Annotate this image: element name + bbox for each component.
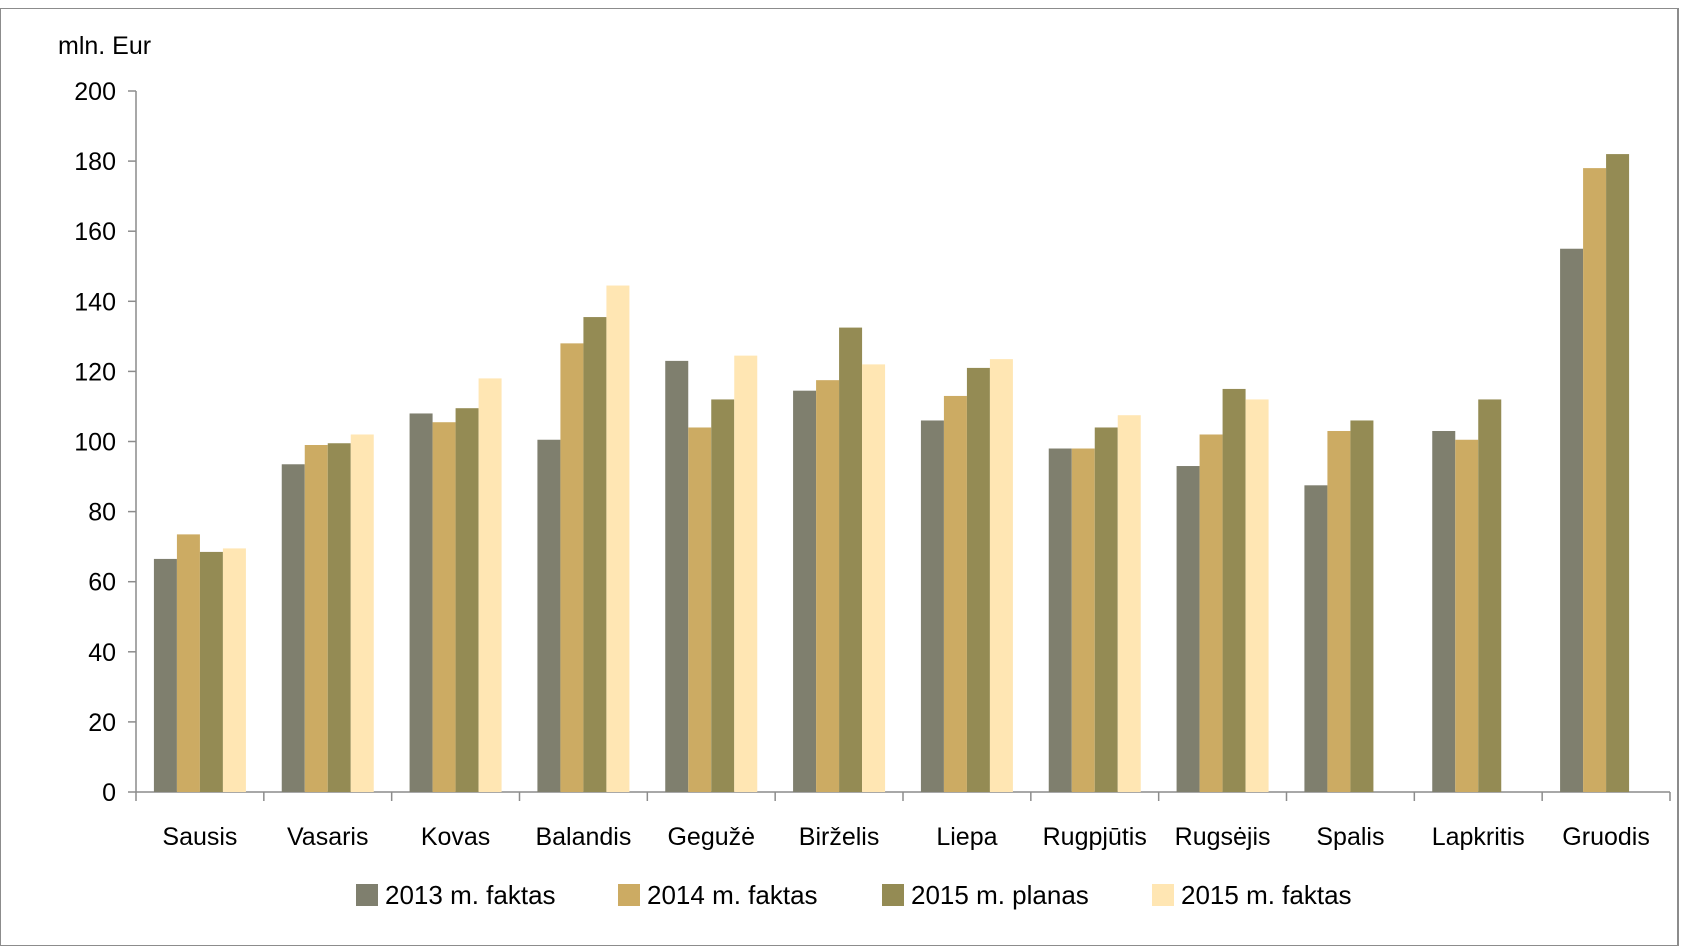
x-tick-label: Gruodis xyxy=(1562,823,1650,851)
x-tick-label: Balandis xyxy=(535,823,631,851)
bar xyxy=(409,413,433,792)
bar xyxy=(153,558,177,792)
y-tick-label: 40 xyxy=(88,639,116,667)
legend-swatch xyxy=(1152,884,1174,906)
legend-label: 2013 m. faktas xyxy=(385,880,556,910)
legend-label: 2015 m. faktas xyxy=(1181,880,1352,910)
legend-label: 2014 m. faktas xyxy=(647,880,818,910)
bars xyxy=(153,154,1630,793)
y-tick-label: 100 xyxy=(74,429,116,457)
x-tick-label: Rugsėjis xyxy=(1175,823,1271,851)
legend-item: 2014 m. faktas xyxy=(618,880,818,910)
x-tick-label: Birželis xyxy=(799,823,880,851)
bar xyxy=(862,364,886,792)
bar xyxy=(281,464,305,792)
x-tick-label: Spalis xyxy=(1316,823,1384,851)
legend: 2013 m. faktas 2014 m. faktas 2015 m. plan… xyxy=(356,880,1352,910)
y-axis: 0 20 40 60 80 100 120 140 160 180 200 xyxy=(74,78,137,807)
bar xyxy=(583,317,607,792)
x-axis: Sausis Vasaris Kovas Balandis Gegužė Birželis… xyxy=(135,791,1671,851)
bar xyxy=(327,443,351,792)
bar xyxy=(1455,439,1479,792)
series-4 xyxy=(222,285,1269,792)
bar xyxy=(222,548,246,792)
x-tick-label: Gegužė xyxy=(667,823,755,851)
y-tick-label: 160 xyxy=(74,218,116,246)
bar xyxy=(816,380,840,792)
bar xyxy=(989,359,1013,792)
legend-item: 2015 m. faktas xyxy=(1152,880,1352,910)
x-tick-label: Rugpjūtis xyxy=(1043,823,1147,851)
bar xyxy=(966,367,990,792)
x-tick-label: Sausis xyxy=(162,823,237,851)
bar xyxy=(1583,168,1607,793)
legend-item: 2015 m. planas xyxy=(882,880,1089,910)
bar xyxy=(1048,448,1072,792)
bar xyxy=(537,439,561,792)
bar xyxy=(1606,154,1630,793)
bar xyxy=(711,399,735,792)
bar xyxy=(350,434,374,792)
legend-swatch xyxy=(356,884,378,906)
bar xyxy=(1560,248,1584,793)
legend-swatch xyxy=(618,884,640,906)
bar xyxy=(665,360,689,792)
bar xyxy=(304,445,328,792)
y-tick-label: 200 xyxy=(74,78,116,106)
bar xyxy=(478,378,502,792)
bar xyxy=(455,408,479,792)
bar xyxy=(1304,485,1328,792)
y-tick-label: 60 xyxy=(88,569,116,597)
x-tick-label: Lapkritis xyxy=(1432,823,1525,851)
y-tick-label: 140 xyxy=(74,288,116,316)
bar xyxy=(839,327,863,792)
bar xyxy=(734,355,758,792)
x-tick-label: Liepa xyxy=(936,823,997,851)
bar xyxy=(920,420,944,792)
legend-item: 2013 m. faktas xyxy=(356,880,556,910)
bar xyxy=(432,422,456,792)
y-tick-label: 120 xyxy=(74,358,116,386)
bar xyxy=(1176,466,1200,792)
y-tick-label: 180 xyxy=(74,148,116,176)
bar xyxy=(1327,430,1351,792)
bar xyxy=(1199,434,1223,792)
bar xyxy=(1222,388,1246,792)
x-tick-label: Kovas xyxy=(421,823,490,851)
bar xyxy=(1478,399,1502,792)
y-tick-label: 0 xyxy=(102,779,116,807)
bar xyxy=(943,395,967,792)
bar xyxy=(1245,399,1269,792)
legend-swatch xyxy=(882,884,904,906)
bar xyxy=(1432,430,1456,792)
series-1 xyxy=(153,248,1584,793)
bar xyxy=(560,343,584,792)
bar xyxy=(688,427,712,792)
x-tick-label: Vasaris xyxy=(287,823,369,851)
y-axis-unit-label: mln. Eur xyxy=(58,32,151,60)
bar xyxy=(199,551,223,792)
bar xyxy=(1094,427,1118,792)
bar xyxy=(1350,420,1374,792)
legend-label: 2015 m. planas xyxy=(911,880,1089,910)
series-3 xyxy=(199,154,1630,793)
bar xyxy=(1117,415,1141,792)
bar xyxy=(1071,448,1095,792)
y-tick-label: 20 xyxy=(88,709,116,737)
bar xyxy=(793,390,817,792)
bar xyxy=(606,285,630,792)
y-tick-label: 80 xyxy=(88,499,116,527)
series-2 xyxy=(176,168,1607,793)
bar xyxy=(176,534,200,792)
